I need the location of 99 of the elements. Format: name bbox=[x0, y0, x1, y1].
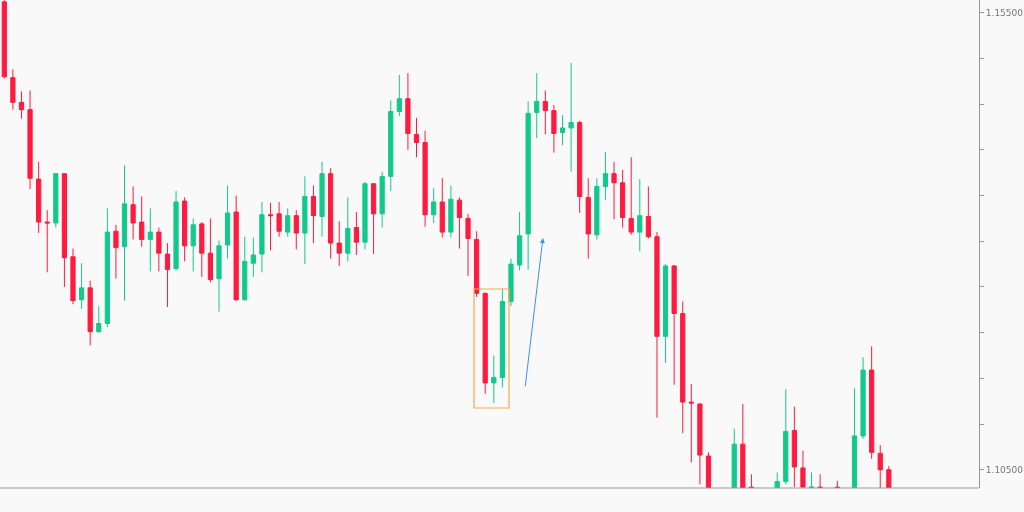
candlestick bbox=[18, 90, 25, 120]
candlestick bbox=[267, 202, 274, 251]
candlestick bbox=[336, 220, 342, 267]
candlestick bbox=[233, 195, 239, 302]
candlestick bbox=[44, 209, 50, 273]
candlestick bbox=[173, 190, 179, 271]
candlestick bbox=[353, 211, 359, 256]
candlestick bbox=[164, 242, 171, 308]
candlestick bbox=[439, 177, 445, 239]
candlestick bbox=[345, 196, 351, 262]
candlestick bbox=[585, 177, 591, 260]
candlestick bbox=[800, 450, 806, 488]
candlestick bbox=[791, 406, 797, 488]
candlestick bbox=[860, 356, 866, 440]
candlestick bbox=[250, 237, 256, 278]
candlestick bbox=[310, 185, 317, 244]
candlestick bbox=[302, 175, 308, 265]
candlestick bbox=[53, 173, 59, 229]
candlestick bbox=[147, 207, 153, 272]
candlestick bbox=[156, 227, 162, 272]
candlestick bbox=[740, 403, 746, 488]
candlestick bbox=[774, 471, 780, 488]
candlestick bbox=[869, 345, 875, 460]
candlestick bbox=[577, 120, 583, 214]
candlestick bbox=[697, 403, 703, 485]
candlestick bbox=[525, 100, 531, 271]
candlestick bbox=[508, 258, 514, 307]
candlestick bbox=[121, 164, 128, 302]
candlestick bbox=[379, 171, 385, 229]
candlestick bbox=[27, 89, 33, 190]
candlestick bbox=[499, 288, 505, 388]
candlestick bbox=[1, 0, 7, 80]
candlestick bbox=[465, 213, 471, 277]
candlestick bbox=[216, 239, 222, 313]
candlestick bbox=[611, 161, 617, 220]
candlestick bbox=[207, 217, 213, 283]
candlestick bbox=[671, 264, 677, 386]
candlestick bbox=[242, 236, 248, 302]
candlestick bbox=[413, 117, 420, 158]
candlestick bbox=[482, 291, 488, 395]
candlestick bbox=[370, 183, 377, 255]
candlestick bbox=[654, 231, 660, 419]
candlestick bbox=[645, 185, 651, 240]
candlestick bbox=[70, 248, 76, 305]
candlestick bbox=[628, 156, 634, 236]
candlestick bbox=[448, 185, 454, 239]
candlestick bbox=[877, 444, 883, 488]
candlestick bbox=[139, 195, 145, 248]
candlestick bbox=[405, 72, 411, 151]
candlestick bbox=[551, 104, 557, 154]
candlestick bbox=[705, 451, 712, 488]
candlestick bbox=[104, 207, 110, 328]
candlestick bbox=[285, 207, 291, 238]
candlestick bbox=[96, 305, 102, 334]
candlestick bbox=[190, 217, 196, 272]
candlestick bbox=[224, 185, 231, 260]
candlestick bbox=[637, 178, 643, 252]
candlestick bbox=[61, 173, 68, 288]
candlestick bbox=[886, 465, 892, 488]
candlestick bbox=[328, 167, 334, 260]
candlestick bbox=[474, 230, 480, 298]
candlestick bbox=[559, 114, 566, 146]
candlestick bbox=[276, 201, 282, 238]
candlestick bbox=[516, 211, 523, 271]
candlestick bbox=[783, 388, 789, 485]
candlestick bbox=[808, 471, 815, 488]
candlestick bbox=[182, 196, 188, 262]
candlestick bbox=[534, 72, 540, 139]
candlestick bbox=[542, 89, 548, 135]
candlestick bbox=[680, 301, 686, 434]
candlestick bbox=[199, 221, 205, 278]
candlestick bbox=[431, 187, 437, 224]
candlestick bbox=[87, 280, 93, 346]
candlestick bbox=[748, 473, 755, 488]
candlestick bbox=[491, 354, 497, 404]
candlestick bbox=[396, 74, 402, 117]
candlestick bbox=[259, 201, 265, 273]
candlestick bbox=[319, 161, 325, 238]
candlestick bbox=[362, 181, 368, 250]
candlestick bbox=[731, 428, 737, 488]
candlestick bbox=[817, 473, 823, 488]
candlestick bbox=[388, 100, 394, 192]
candlestick bbox=[851, 387, 858, 488]
y-tick-label: 1.15500 bbox=[985, 7, 1024, 18]
candlestick bbox=[78, 262, 85, 310]
candlestick bbox=[568, 62, 574, 173]
candlestick bbox=[10, 68, 16, 111]
y-tick-label: 1.10500 bbox=[985, 464, 1024, 475]
candlestick bbox=[620, 169, 626, 229]
candlestick bbox=[688, 383, 694, 463]
candlestick bbox=[594, 177, 600, 240]
candlestick bbox=[662, 263, 669, 364]
candlestick bbox=[602, 151, 609, 201]
candlestick bbox=[456, 196, 463, 250]
candlestick bbox=[113, 224, 119, 280]
candlestick bbox=[422, 130, 428, 228]
candlestick bbox=[36, 161, 42, 234]
candlestick bbox=[130, 185, 136, 240]
candlestick bbox=[293, 209, 299, 250]
